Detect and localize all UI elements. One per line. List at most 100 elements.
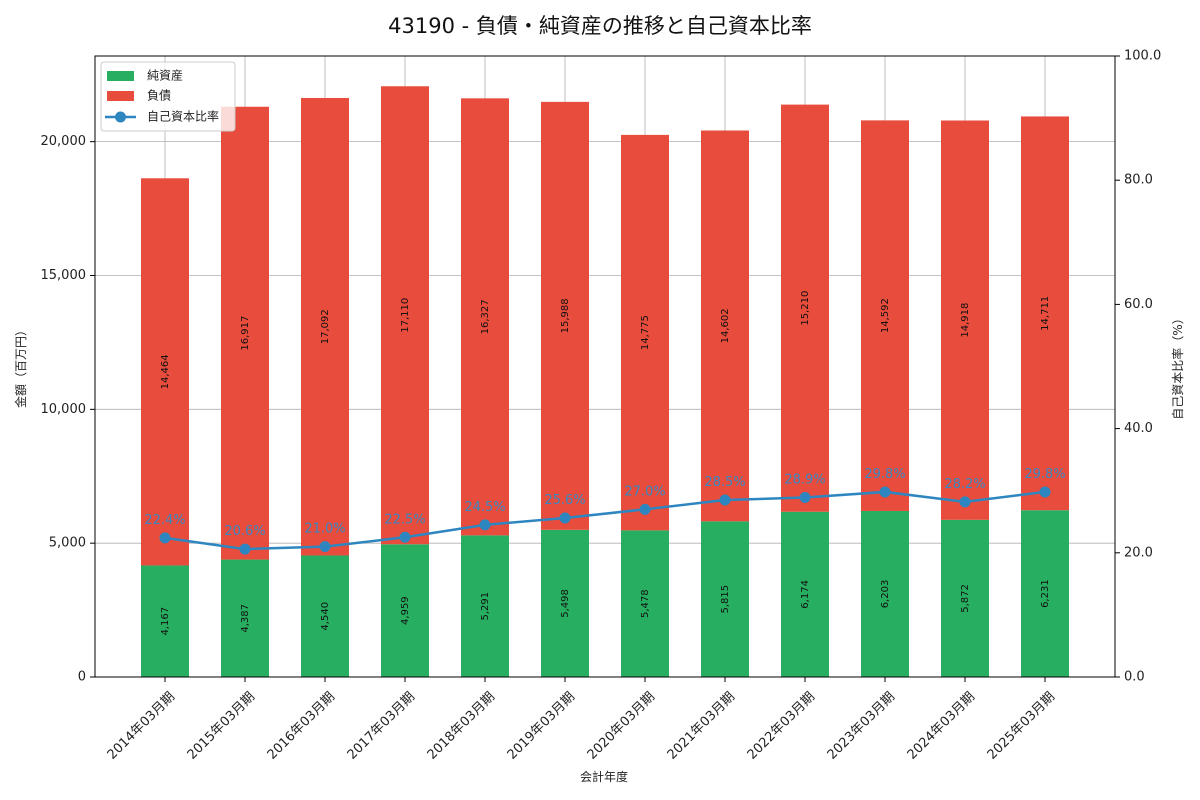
y-tick-label: 0 [78,670,86,685]
bar-liabilities [941,120,989,520]
bar-value-label: 5,478 [640,589,651,618]
x-axis-label: 会計年度 [580,769,628,784]
bar-value-label: 17,092 [320,309,331,344]
ratio-marker [159,532,171,544]
ratio-marker [1039,486,1051,498]
legend-label-ratio: 自己資本比率 [147,109,219,124]
bar-liabilities [221,106,269,560]
bar-value-label: 14,592 [880,298,891,333]
ratio-marker [879,486,891,498]
bar-value-label: 6,231 [1040,579,1051,608]
bar-net-assets [461,535,509,677]
bar-value-label: 16,917 [240,316,251,351]
x-tick-label: 2025年03月期 [985,689,1058,762]
x-tick-label: 2020年03月期 [585,689,658,762]
ratio-marker [719,494,731,506]
bar-value-label: 6,203 [880,580,891,609]
ratio-marker [239,543,251,555]
ratio-value-label: 22.4% [144,513,185,528]
legend-swatch-ratio-marker [115,111,126,123]
bar-value-label: 14,602 [720,308,731,343]
y-right-tick-label: 20.0 [1124,545,1153,560]
bar-value-label: 16,327 [480,299,491,334]
bar-liabilities [1021,116,1069,511]
bar-value-label: 4,167 [160,607,171,636]
bar-value-label: 15,210 [800,291,811,326]
legend-label-net-assets: 純資産 [147,68,183,83]
bar-net-assets [221,559,269,677]
bar-net-assets [541,529,589,677]
bar-value-label: 14,775 [640,315,651,350]
ratio-marker [399,531,411,543]
bar-net-assets [1021,510,1069,677]
bar-value-label: 14,918 [960,303,971,338]
ratio-line: 22.4% 20.6% 21.0% 22.5% 24.5% 25.6% 27.0% 28.5%… [144,467,1066,555]
bar-liabilities [381,86,429,545]
y-right-tick-label: 40.0 [1124,421,1153,436]
legend-swatch-liabilities [107,91,134,101]
y-right-tick-label: 100.0 [1124,49,1161,64]
bar-liabilities [461,98,509,536]
bar-net-assets [781,511,829,677]
bar-value-label: 4,959 [400,596,411,625]
bar-value-label: 4,540 [320,602,331,631]
bar-liabilities [861,120,909,511]
bar-liabilities [541,101,589,530]
chart-title: 43190 - 負債・純資産の推移と自己資本比率 [388,14,812,38]
y-right-tick-label: 60.0 [1124,297,1153,312]
bar-net-assets [701,521,749,677]
ratio-value-label: 28.9% [784,473,825,488]
y-tick-label: 20,000 [41,134,87,149]
ratio-value-label: 20.6% [224,524,265,539]
ratio-value-label: 29.8% [864,467,905,482]
bar-value-label: 5,291 [480,592,491,621]
bar-value-label: 14,711 [1040,296,1051,331]
legend-swatch-net-assets [107,71,134,81]
bar-value-label: 17,110 [400,298,411,333]
bar-liabilities [621,134,669,531]
x-tick-label: 2019年03月期 [505,689,578,762]
bar-value-label: 5,815 [720,585,731,614]
x-tick-label: 2018年03月期 [425,689,498,762]
legend-label-liabilities: 負債 [147,88,171,103]
bar-liabilities [781,104,829,512]
ratio-marker [319,541,331,553]
y-right-tick-label: 80.0 [1124,173,1153,188]
bar-liabilities [701,130,749,522]
bar-liabilities [141,178,189,566]
bar-net-assets [861,510,909,677]
x-tick-label: 2024年03月期 [905,689,978,762]
bar-value-label: 5,498 [560,589,571,618]
x-tick-label: 2023年03月期 [825,689,898,762]
ratio-value-label: 22.5% [384,512,425,527]
x-tick-label: 2015年03月期 [185,689,258,762]
ratio-marker [559,512,571,524]
plot-frame [94,55,1116,678]
ratio-marker [959,496,971,508]
bar-liabilities [301,97,349,556]
bar-value-label: 14,464 [160,354,171,389]
x-tick-label: 2014年03月期 [105,689,178,762]
bar-net-assets [301,555,349,677]
x-tick-label: 2017年03月期 [345,689,418,762]
y-right-axis-label: 自己資本比率（%） [1170,312,1185,419]
bar-value-label: 15,988 [560,298,571,333]
bar-net-assets [141,565,189,677]
y-tick-label: 10,000 [41,402,87,417]
ratio-value-label: 25.6% [544,493,585,508]
y-tick-label: 15,000 [41,268,87,283]
bar-net-assets [621,530,669,677]
legend-box [100,61,236,132]
y-right-tick-label: 0.0 [1124,670,1145,685]
ratio-value-label: 21.0% [304,522,345,537]
ratio-value-label: 24.5% [464,500,505,515]
bar-value-label: 5,872 [960,584,971,613]
x-tick-label: 2021年03月期 [665,689,738,762]
x-tick-label: 2016年03月期 [265,689,338,762]
x-tick-label: 2022年03月期 [745,689,818,762]
bar-net-assets [381,544,429,677]
bar-value-label: 6,174 [800,580,811,609]
ratio-value-label: 28.2% [944,477,985,492]
